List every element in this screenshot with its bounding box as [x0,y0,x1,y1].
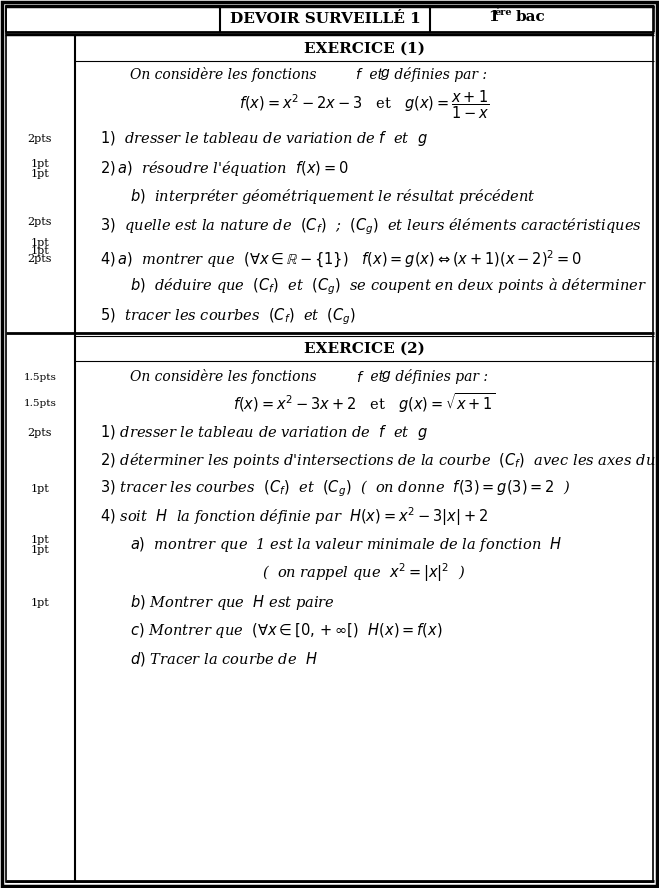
Text: EXERCICE (2): EXERCICE (2) [304,342,424,356]
Text: DEVOIR SURVEILLÉ 1: DEVOIR SURVEILLÉ 1 [229,12,420,26]
Text: $3)$  quelle est la nature de  $(C_f)$  ;  $(C_g)$  et leurs éléments caractéris: $3)$ quelle est la nature de $(C_f)$ ; $… [100,217,642,237]
Text: $f(x) = x^2 - 3x + 2$   et   $g(x) = \sqrt{x+1}$: $f(x) = x^2 - 3x + 2$ et $g(x) = \sqrt{x… [233,391,496,415]
Text: $b)$  déduire que  $(C_f)$  et  $(C_g)$  se coupent en deux points à déterminer: $b)$ déduire que $(C_f)$ et $(C_g)$ se c… [130,277,647,297]
Text: 2pts: 2pts [28,134,52,144]
Text: (  on rappel que  $x^2 = |x|^2$  ): ( on rappel que $x^2 = |x|^2$ ) [262,561,466,584]
Text: 2pts: 2pts [28,254,52,264]
Text: 2pts: 2pts [28,217,52,227]
Text: 1.5pts: 1.5pts [24,399,57,408]
Text: 1pt: 1pt [30,598,49,608]
Text: 1.5pts: 1.5pts [24,372,57,382]
Text: 1pt: 1pt [30,169,49,179]
Text: 1pt: 1pt [30,159,49,169]
Text: $g$: $g$ [381,369,391,385]
Text: $2)$ déterminer les points d'intersections de la courbe  $(C_f)$  avec les axes : $2)$ déterminer les points d'intersectio… [100,451,659,471]
Text: $5)$  tracer les courbes  $(C_f)$  et  $(C_g)$: $5)$ tracer les courbes $(C_f)$ et $(C_g… [100,306,356,328]
Text: 1pt: 1pt [30,238,49,248]
Text: $c)$ Montrer que  $(\forall x \in [0, +\infty[)$  $H(x) = f(x)$: $c)$ Montrer que $(\forall x \in [0, +\i… [130,622,443,640]
Text: EXERCICE (1): EXERCICE (1) [304,42,424,56]
Text: $f$: $f$ [355,67,364,83]
Text: 1pt: 1pt [30,246,49,256]
Text: $d)$ Tracer la courbe de  $H$: $d)$ Tracer la courbe de $H$ [130,650,318,668]
Text: $f$: $f$ [356,369,364,385]
Text: On considère les fonctions: On considère les fonctions [130,369,321,385]
Text: $b)$ Montrer que  $H$ est paire: $b)$ Montrer que $H$ est paire [130,593,335,613]
Text: définies par :: définies par : [390,67,487,83]
Text: $b)$  interpréter géométriquement le résultat précédent: $b)$ interpréter géométriquement le résu… [130,187,535,207]
Text: $4)$ soit  $H$  la fonction définie par  $H(x) = x^2 - 3|x| + 2$: $4)$ soit $H$ la fonction définie par $H… [100,505,488,528]
Text: 1pt: 1pt [30,535,49,545]
Text: $1)$ dresser le tableau de variation de  $f$  et  $g$: $1)$ dresser le tableau de variation de … [100,424,428,442]
Text: bac: bac [516,10,546,24]
Text: 1pt: 1pt [30,545,49,555]
Text: ère: ère [495,9,513,18]
Text: définies par :: définies par : [391,369,488,385]
Text: $3)$ tracer les courbes  $(C_f)$  et  $(C_g)$  (  on donne  $f(3) = g(3) = 2$  ): $3)$ tracer les courbes $(C_f)$ et $(C_g… [100,479,571,499]
Text: $a)$  montrer que  1 est la valeur minimale de la fonction  $H$: $a)$ montrer que 1 est la valeur minimal… [130,535,562,554]
Text: $f(x) = x^2 - 2x - 3$   et   $g(x) = \dfrac{x+1}{1-x}$: $f(x) = x^2 - 2x - 3$ et $g(x) = \dfrac{… [239,89,489,122]
Text: 1pt: 1pt [30,484,49,494]
Text: $g$: $g$ [380,67,390,83]
Text: 1: 1 [488,10,499,24]
Text: $2)\,a)$  résoudre l'équation  $f(x) = 0$: $2)\,a)$ résoudre l'équation $f(x) = 0$ [100,160,349,178]
Text: et: et [365,68,387,82]
Text: et: et [366,370,389,384]
Text: $1)$  dresser le tableau de variation de $f$  et  $g$: $1)$ dresser le tableau de variation de … [100,130,428,148]
Text: On considère les fonctions: On considère les fonctions [130,67,321,83]
Text: 2pts: 2pts [28,428,52,438]
Text: $4)\,a)$  montrer que  $(\forall x \in \mathbb{R} - \{1\})$   $f(x) = g(x) \Left: $4)\,a)$ montrer que $(\forall x \in \ma… [100,249,583,270]
